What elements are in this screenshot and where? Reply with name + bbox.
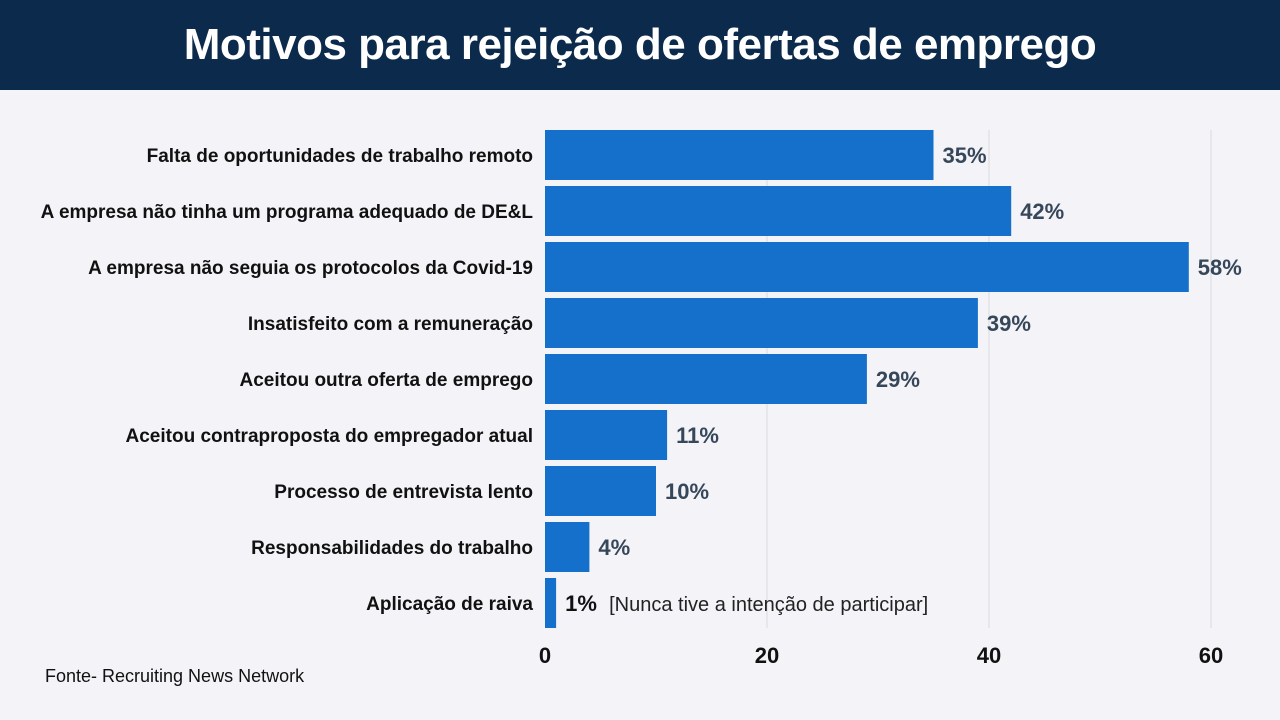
data-label: 39% <box>987 311 1031 336</box>
bar <box>545 578 557 628</box>
data-label: 1% <box>565 591 597 616</box>
data-label: 10% <box>665 479 709 504</box>
bar <box>545 298 978 348</box>
x-tick-label: 0 <box>539 643 551 668</box>
category-label: Aceitou outra oferta de emprego <box>240 370 534 391</box>
data-label: 35% <box>943 143 987 168</box>
data-label: 58% <box>1198 255 1242 280</box>
x-tick-label: 20 <box>755 643 779 668</box>
bar <box>545 410 668 460</box>
category-label: A empresa não tinha um programa adequado… <box>41 202 534 223</box>
title-bar: Motivos para rejeição de ofertas de empr… <box>0 0 1280 90</box>
chart-title: Motivos para rejeição de ofertas de empr… <box>183 20 1097 69</box>
bar <box>545 242 1189 292</box>
data-label: 4% <box>598 535 630 560</box>
bar <box>545 130 934 180</box>
category-label: A empresa não seguia os protocolos da Co… <box>88 258 533 279</box>
data-label: 42% <box>1020 199 1064 224</box>
category-label: Aceitou contraproposta do empregador atu… <box>126 426 534 447</box>
category-label: Responsabilidades do trabalho <box>251 538 533 559</box>
x-tick-label: 60 <box>1199 643 1223 668</box>
bar <box>545 186 1012 236</box>
bar <box>545 354 867 404</box>
source-note: Fonte- Recruiting News Network <box>45 666 305 686</box>
annotation: [Nunca tive a intenção de participar] <box>609 594 928 616</box>
bar <box>545 522 590 572</box>
category-label: Insatisfeito com a remuneração <box>248 314 533 335</box>
category-label: Aplicação de raiva <box>366 594 533 615</box>
bar <box>545 466 656 516</box>
x-tick-label: 40 <box>977 643 1001 668</box>
category-label: Processo de entrevista lento <box>274 482 533 503</box>
data-label: 11% <box>676 423 719 448</box>
category-label: Falta de oportunidades de trabalho remot… <box>147 146 533 167</box>
data-label: 29% <box>876 367 920 392</box>
